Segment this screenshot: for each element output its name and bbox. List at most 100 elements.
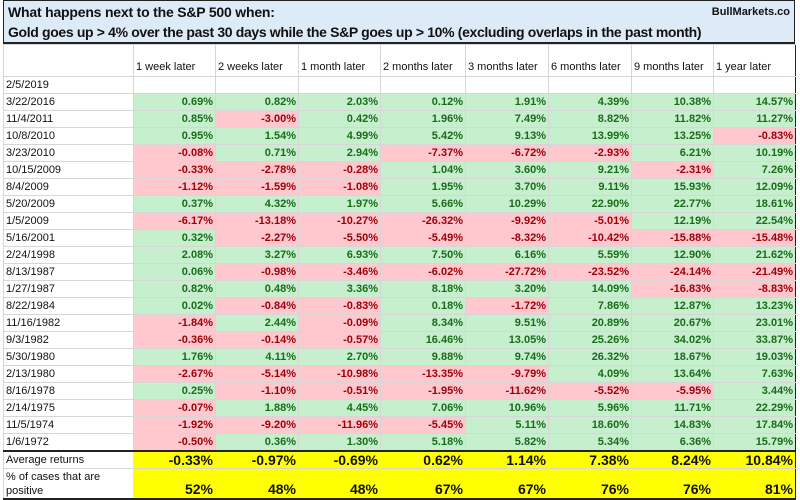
positive-return-cell: 1.30% [298, 433, 381, 451]
positive-return-cell: 10.96% [465, 399, 549, 417]
negative-return-cell: -0.14% [215, 331, 299, 349]
table-row: 1/27/1987 0.82% 0.48% 3.36% 8.18% 3.20% 14.09%… [3, 280, 796, 298]
positive-return-cell: 6.21% [631, 144, 714, 162]
column-header: 3 months later [465, 44, 549, 77]
negative-return-cell: -5.14% [215, 365, 299, 383]
positive-return-cell: 5.96% [548, 399, 632, 417]
positive-return-cell: 7.06% [380, 399, 466, 417]
positive-return-cell: 18.67% [631, 348, 714, 366]
event-date: 5/16/2001 [3, 229, 134, 247]
negative-return-cell: -5.52% [548, 382, 632, 400]
positive-return-cell: 17.84% [713, 416, 796, 434]
negative-return-cell: -1.72% [465, 297, 549, 315]
positive-return-cell: 1.54% [215, 127, 299, 145]
percent-positive-value: 52% [133, 468, 216, 500]
positive-return-cell: 13.23% [713, 297, 796, 315]
positive-return-cell: 0.95% [133, 127, 216, 145]
column-header: 9 months later [631, 44, 714, 77]
event-date: 1/5/2009 [3, 212, 134, 230]
positive-return-cell: 22.77% [631, 195, 714, 213]
positive-return-cell: 4.11% [215, 348, 299, 366]
positive-return-cell: 33.87% [713, 331, 796, 349]
table-row: 2/13/1980 -2.67% -5.14% -10.98% -13.35% -9.79… [3, 365, 796, 383]
negative-return-cell: -2.27% [215, 229, 299, 247]
negative-return-cell: -2.67% [133, 365, 216, 383]
negative-return-cell: -16.83% [631, 280, 714, 298]
positive-return-cell: 5.11% [465, 416, 549, 434]
negative-return-cell: -1.10% [215, 382, 299, 400]
positive-return-cell: 0.48% [215, 280, 299, 298]
negative-return-cell: -0.09% [298, 314, 381, 332]
positive-return-cell: 22.54% [713, 212, 796, 230]
event-date: 2/24/1998 [3, 246, 134, 264]
positive-return-cell: 1.97% [298, 195, 381, 213]
positive-return-cell: 0.02% [133, 297, 216, 315]
column-header: 1 week later [133, 44, 216, 77]
positive-return-cell: 1.76% [133, 348, 216, 366]
positive-return-cell: 13.25% [631, 127, 714, 145]
positive-return-cell: 6.93% [298, 246, 381, 264]
negative-return-cell: -15.88% [631, 229, 714, 247]
positive-return-cell: 9.11% [548, 178, 632, 196]
negative-return-cell: -8.83% [713, 280, 796, 298]
table-row: 11/4/2011 0.85% -3.00% 0.42% 1.96% 7.49% 8.82%… [3, 110, 796, 128]
empty-cell [548, 76, 632, 94]
event-date: 8/16/1978 [3, 382, 134, 400]
average-return-value: 7.38% [548, 450, 632, 469]
positive-return-cell: 4.09% [548, 365, 632, 383]
percent-positive-value: 67% [465, 468, 549, 500]
positive-return-cell: 5.34% [548, 433, 632, 451]
positive-return-cell: 0.37% [133, 195, 216, 213]
positive-return-cell: 12.19% [631, 212, 714, 230]
event-date: 2/13/1980 [3, 365, 134, 383]
negative-return-cell: -2.78% [215, 161, 299, 179]
event-date: 11/16/1982 [3, 314, 134, 332]
negative-return-cell: -0.36% [133, 331, 216, 349]
average-returns-row: Average returns -0.33% -0.97% -0.69% 0.62% 1.… [3, 450, 796, 469]
percent-positive-value: 76% [631, 468, 714, 500]
negative-return-cell: -0.08% [133, 144, 216, 162]
percent-positive-value: 48% [215, 468, 299, 500]
positive-return-cell: 2.08% [133, 246, 216, 264]
positive-return-cell: 1.95% [380, 178, 466, 196]
table-row: 9/3/1982 -0.36% -0.14% -0.57% 16.46% 13.05% 25… [3, 331, 796, 349]
negative-return-cell: -26.32% [380, 212, 466, 230]
positive-return-cell: 9.88% [380, 348, 466, 366]
positive-return-cell: 9.13% [465, 127, 549, 145]
average-return-value: -0.69% [298, 450, 381, 469]
positive-return-cell: 0.32% [133, 229, 216, 247]
positive-return-cell: 10.38% [631, 93, 714, 111]
negative-return-cell: -5.45% [380, 416, 466, 434]
positive-return-cell: 0.12% [380, 93, 466, 111]
positive-return-cell: 3.36% [298, 280, 381, 298]
empty-cell [465, 76, 549, 94]
positive-return-cell: 0.82% [215, 93, 299, 111]
positive-return-cell: 2.70% [298, 348, 381, 366]
average-return-value: -0.33% [133, 450, 216, 469]
positive-return-cell: 1.91% [465, 93, 549, 111]
positive-return-cell: 12.87% [631, 297, 714, 315]
positive-return-cell: 34.02% [631, 331, 714, 349]
positive-return-cell: 20.89% [548, 314, 632, 332]
negative-return-cell: -5.49% [380, 229, 466, 247]
negative-return-cell: -1.92% [133, 416, 216, 434]
negative-return-cell: -9.92% [465, 212, 549, 230]
empty-cell [713, 76, 796, 94]
event-date: 8/4/2009 [3, 178, 134, 196]
table-row: 1/6/1972 -0.50% 0.36% 1.30% 5.18% 5.82% 5.34% 6… [3, 433, 796, 451]
positive-return-cell: 1.88% [215, 399, 299, 417]
negative-return-cell: -27.72% [465, 263, 549, 281]
positive-return-cell: 8.18% [380, 280, 466, 298]
event-date: 1/27/1987 [3, 280, 134, 298]
title-line-1: What happens next to the S&P 500 when: [8, 4, 275, 20]
negative-return-cell: -0.33% [133, 161, 216, 179]
event-date: 8/22/1984 [3, 297, 134, 315]
negative-return-cell: -6.02% [380, 263, 466, 281]
positive-return-cell: 3.44% [713, 382, 796, 400]
table-row: 8/13/1987 0.06% -0.98% -3.46% -6.02% -27.72% -… [3, 263, 796, 281]
positive-return-cell: 8.82% [548, 110, 632, 128]
positive-return-cell: 1.96% [380, 110, 466, 128]
negative-return-cell: -0.51% [298, 382, 381, 400]
positive-return-cell: 18.61% [713, 195, 796, 213]
